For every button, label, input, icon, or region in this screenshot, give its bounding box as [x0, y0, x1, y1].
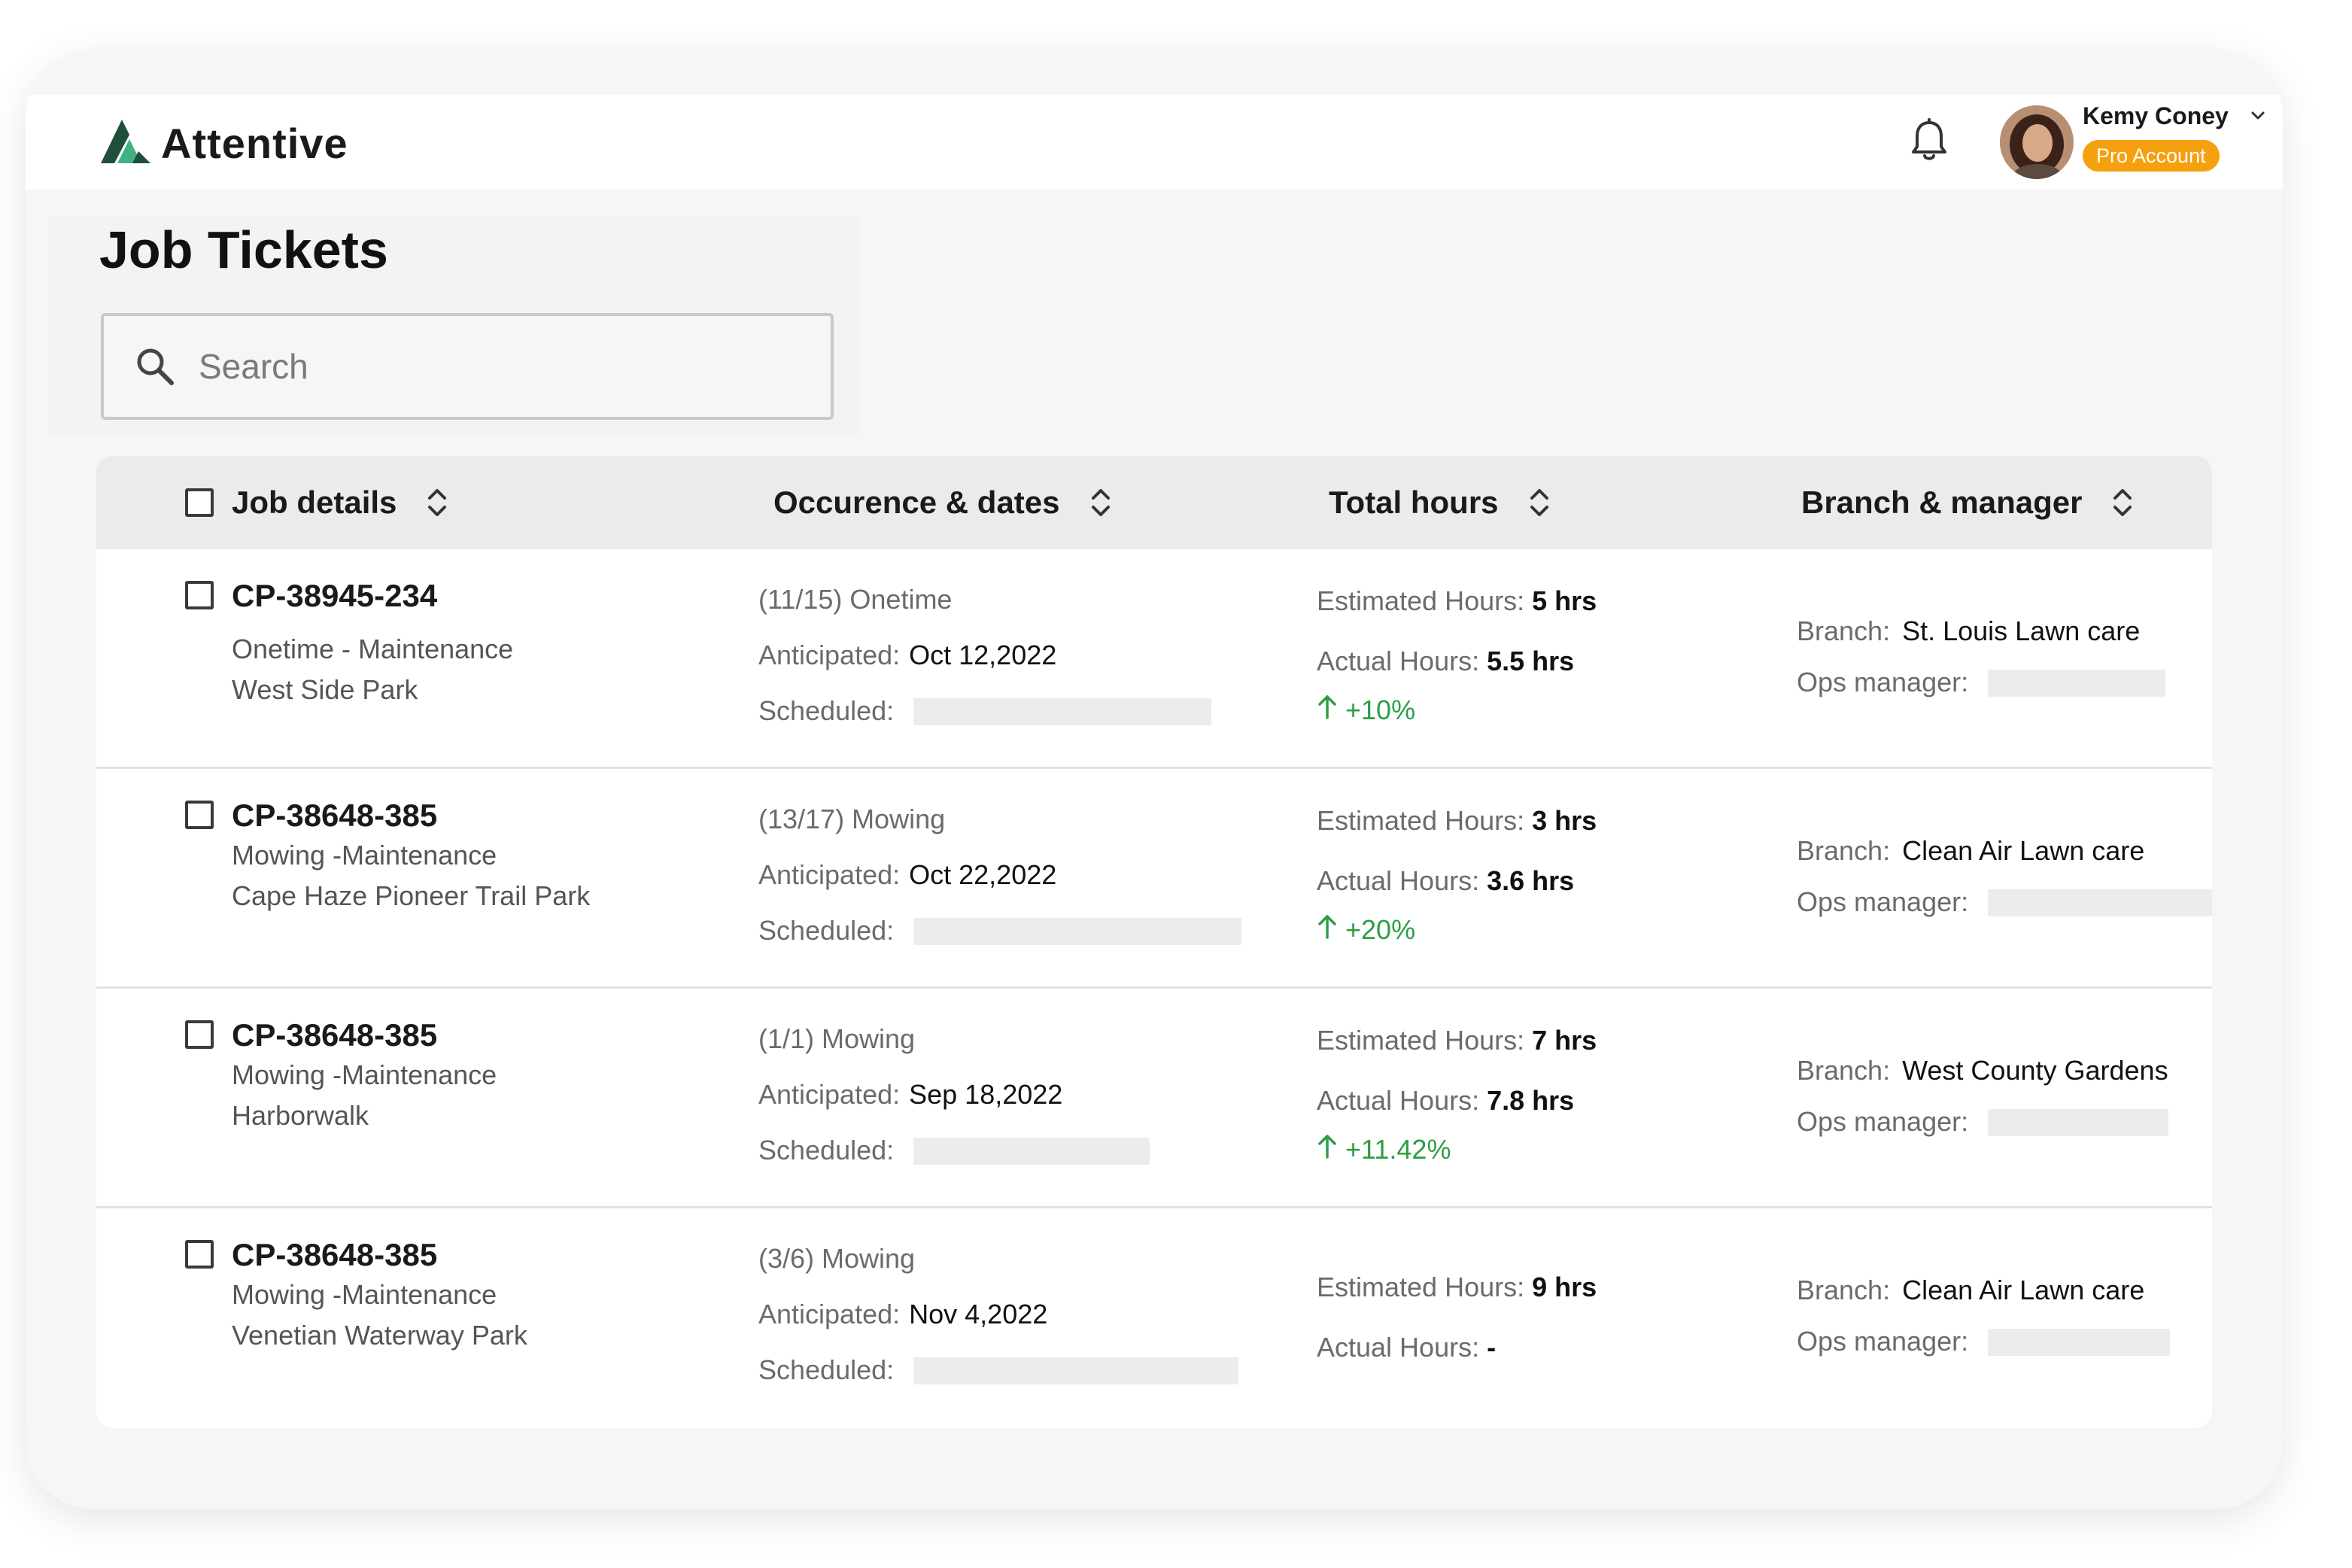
branch: Branch: West County Gardens: [1797, 1055, 2168, 1086]
hours-delta: +20%: [1317, 913, 1415, 946]
app-window: Attentive Kemy Coney: [26, 50, 2283, 1509]
job-id[interactable]: CP-38648-385: [232, 1017, 438, 1053]
sort-icon[interactable]: [424, 485, 451, 521]
occurrence: (3/6) Mowing: [758, 1243, 916, 1274]
scheduled-placeholder: [913, 918, 1241, 945]
estimated-hours: Estimated Hours: 9 hrs: [1317, 1272, 1597, 1302]
scheduled-placeholder: [913, 1138, 1150, 1165]
search-input[interactable]: [199, 346, 801, 387]
table-header: Job details Occurence & dates Total hour…: [96, 456, 2212, 549]
actual-hours: Actual Hours: 5.5 hrs: [1317, 646, 1575, 676]
scheduled-date: Scheduled:: [758, 1354, 895, 1385]
anticipated-date: Anticipated: Oct 22,2022: [758, 859, 1057, 890]
arrow-up-icon: [1317, 694, 1345, 726]
anticipated-date: Anticipated: Nov 4,2022: [758, 1299, 1048, 1329]
avatar[interactable]: [2000, 105, 2074, 179]
select-all-checkbox[interactable]: [185, 488, 214, 517]
actual-hours: Actual Hours: 3.6 hrs: [1317, 865, 1575, 896]
occurrence: (13/17) Mowing: [758, 804, 946, 834]
estimated-hours: Estimated Hours: 7 hrs: [1317, 1025, 1597, 1056]
account-badge: Pro Account: [2083, 140, 2220, 172]
ops-manager: Ops manager:: [1797, 667, 1969, 697]
ops-manager: Ops manager:: [1797, 1106, 1969, 1137]
column-label: Job details: [232, 485, 397, 520]
arrow-up-icon: [1317, 1133, 1345, 1165]
job-id[interactable]: CP-38648-385: [232, 1237, 438, 1272]
row-checkbox[interactable]: [185, 801, 214, 829]
attentive-logo-icon: [99, 118, 152, 169]
actual-hours: Actual Hours: 7.8 hrs: [1317, 1085, 1575, 1116]
row-checkbox[interactable]: [185, 581, 214, 609]
scheduled-placeholder: [913, 1357, 1238, 1384]
ops-manager-placeholder: [1988, 670, 2165, 697]
sort-icon[interactable]: [1087, 485, 1114, 521]
occurrence: (11/15) Onetime: [758, 584, 953, 615]
job-location: West Side Park: [232, 674, 418, 705]
column-occurence-dates[interactable]: Occurence & dates: [773, 456, 1114, 549]
top-bar: Attentive Kemy Coney: [26, 95, 2283, 190]
scheduled-placeholder: [913, 698, 1211, 725]
hours-delta: +10%: [1317, 694, 1415, 726]
page-title: Job Tickets: [99, 220, 388, 279]
job-type: Mowing -Maintenance: [232, 840, 497, 871]
anticipated-date: Anticipated: Oct 12,2022: [758, 640, 1057, 670]
estimated-hours: Estimated Hours: 3 hrs: [1317, 805, 1597, 836]
search-icon: [134, 345, 176, 387]
table-row[interactable]: CP-38648-385 Mowing -Maintenance Venetia…: [96, 1208, 2212, 1428]
arrow-up-icon: [1317, 913, 1345, 946]
table-row[interactable]: CP-38648-385 Mowing -Maintenance Cape Ha…: [96, 769, 2212, 989]
column-job-details[interactable]: Job details: [185, 456, 451, 549]
bell-icon: [1910, 117, 1949, 167]
ops-manager: Ops manager:: [1797, 1326, 1969, 1357]
scheduled-date: Scheduled:: [758, 1135, 895, 1165]
ops-manager-placeholder: [1988, 1329, 2170, 1356]
column-label: Total hours: [1329, 485, 1499, 520]
column-total-hours[interactable]: Total hours: [1329, 456, 1553, 549]
sort-icon[interactable]: [1526, 485, 1553, 521]
ops-manager: Ops manager:: [1797, 886, 1969, 917]
estimated-hours: Estimated Hours: 5 hrs: [1317, 585, 1597, 616]
column-branch-manager[interactable]: Branch & manager: [1801, 456, 2136, 549]
job-type: Mowing -Maintenance: [232, 1279, 497, 1310]
job-id[interactable]: CP-38945-234: [232, 578, 438, 613]
scheduled-date: Scheduled:: [758, 915, 895, 946]
column-label: Branch & manager: [1801, 485, 2083, 520]
job-tickets-table: Job details Occurence & dates Total hour…: [96, 456, 2212, 1428]
chevron-down-icon: [2249, 106, 2267, 128]
sort-icon[interactable]: [2109, 485, 2136, 521]
app-logo[interactable]: Attentive: [99, 113, 348, 173]
actual-hours: Actual Hours: -: [1317, 1332, 1497, 1363]
job-id[interactable]: CP-38648-385: [232, 798, 438, 833]
job-location: Cape Haze Pioneer Trail Park: [232, 880, 591, 911]
job-type: Mowing -Maintenance: [232, 1059, 497, 1090]
column-label: Occurence & dates: [773, 485, 1060, 520]
job-location: Harborwalk: [232, 1100, 369, 1131]
table-row[interactable]: CP-38648-385 Mowing -Maintenance Harborw…: [96, 989, 2212, 1208]
anticipated-date: Anticipated: Sep 18,2022: [758, 1079, 1063, 1110]
occurrence: (1/1) Mowing: [758, 1023, 916, 1054]
app-name: Attentive: [161, 119, 348, 167]
branch: Branch: Clean Air Lawn care: [1797, 835, 2145, 866]
user-name[interactable]: Kemy Coney: [2083, 102, 2229, 129]
row-checkbox[interactable]: [185, 1240, 214, 1269]
job-type: Onetime - Maintenance: [232, 634, 514, 664]
ops-manager-placeholder: [1988, 889, 2212, 916]
search-box[interactable]: [101, 313, 834, 420]
hours-delta: +11.42%: [1317, 1133, 1451, 1165]
ops-manager-placeholder: [1988, 1109, 2168, 1136]
scheduled-date: Scheduled:: [758, 695, 895, 726]
branch: Branch: Clean Air Lawn care: [1797, 1275, 2145, 1305]
row-checkbox[interactable]: [185, 1020, 214, 1049]
user-menu-toggle[interactable]: [2247, 105, 2269, 128]
branch: Branch: St. Louis Lawn care: [1797, 615, 2141, 646]
table-row[interactable]: CP-38945-234 Onetime - Maintenance West …: [96, 549, 2212, 769]
job-location: Venetian Waterway Park: [232, 1320, 527, 1351]
notifications-button[interactable]: [1907, 116, 1952, 169]
